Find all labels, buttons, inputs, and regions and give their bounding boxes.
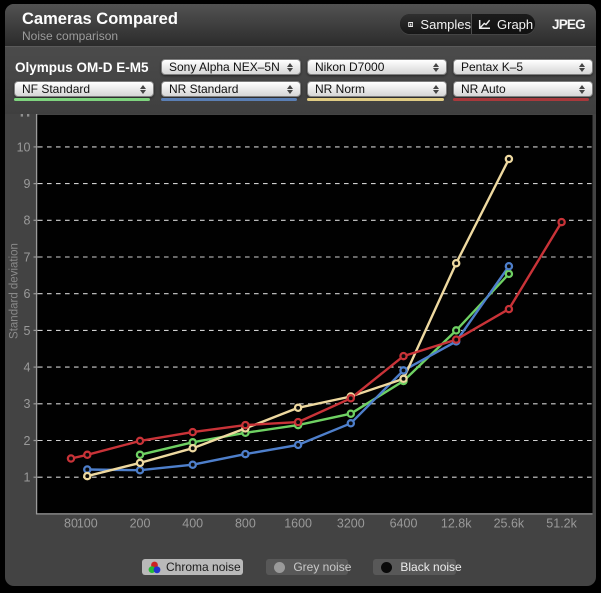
svg-text:4: 4: [24, 361, 31, 375]
svg-text:8: 8: [24, 214, 31, 228]
svg-text:Standard deviation: Standard deviation: [9, 243, 21, 339]
svg-text:10: 10: [17, 140, 31, 154]
svg-text:25.6k: 25.6k: [494, 517, 525, 531]
svg-text:1600: 1600: [284, 517, 312, 531]
svg-text:6400: 6400: [390, 517, 418, 531]
svg-text:51.2k: 51.2k: [546, 517, 577, 531]
svg-text:1: 1: [24, 471, 31, 485]
svg-text:3: 3: [24, 397, 31, 411]
svg-text:200: 200: [130, 517, 151, 531]
svg-text:3200: 3200: [337, 517, 365, 531]
svg-text:9: 9: [24, 177, 31, 191]
svg-text:800: 800: [235, 517, 256, 531]
svg-text:6: 6: [24, 287, 31, 301]
svg-text:2: 2: [24, 434, 31, 448]
svg-text:80: 80: [64, 517, 78, 531]
svg-text:400: 400: [182, 517, 203, 531]
svg-text:7: 7: [24, 250, 31, 264]
svg-text:12.8k: 12.8k: [441, 517, 472, 531]
svg-text:5: 5: [24, 324, 31, 338]
svg-text:100: 100: [77, 517, 98, 531]
